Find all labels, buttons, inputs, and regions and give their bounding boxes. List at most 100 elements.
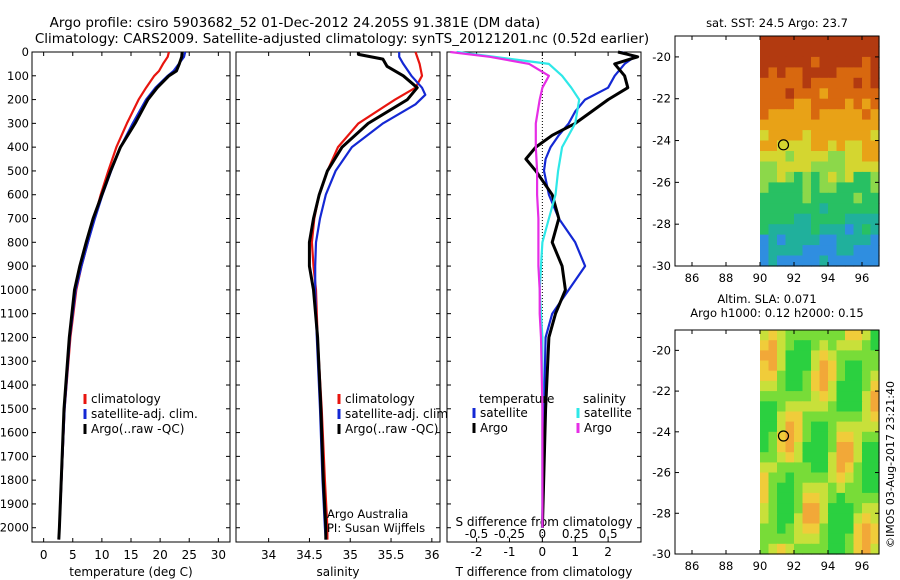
map-cell — [845, 452, 855, 463]
salinity-x-axis-label: salinity — [316, 565, 359, 579]
map-cell — [862, 182, 872, 194]
map-cell — [845, 401, 855, 413]
temperature-legend-label: climatology — [91, 392, 161, 406]
map-cell — [819, 503, 829, 514]
map-cell — [802, 245, 812, 257]
map-cell — [862, 109, 872, 121]
map-cell — [853, 255, 863, 267]
map-cell — [870, 442, 880, 453]
map-cell — [785, 192, 795, 204]
map-cell — [777, 523, 787, 535]
map-field-sst — [760, 36, 880, 267]
map-cell — [819, 360, 829, 372]
map-cell — [794, 203, 804, 215]
map-cell — [845, 411, 855, 423]
map-cell — [760, 109, 770, 121]
map-cell — [777, 503, 787, 514]
map-cell — [760, 67, 770, 79]
map-cell — [853, 56, 863, 68]
map-cell — [785, 421, 795, 433]
map-cell — [870, 245, 880, 257]
map-cell — [862, 370, 872, 382]
map-cell — [836, 503, 846, 514]
map-cell — [853, 203, 863, 215]
map-cell — [828, 401, 838, 413]
map-y-tick-label: -24 — [652, 134, 671, 148]
map-cell — [870, 513, 880, 525]
map-cell — [768, 192, 778, 204]
tdiff-x-tick-label: 1 — [571, 545, 579, 559]
map-cell — [802, 421, 812, 433]
map-cell — [802, 224, 812, 236]
diff-temperature-legend-label: satellite — [480, 406, 528, 420]
map-cell — [760, 360, 770, 372]
map-cell — [768, 213, 778, 225]
map-cell — [870, 503, 880, 514]
depth-tick-label: 0 — [22, 45, 29, 59]
map-cell — [828, 203, 838, 215]
map-cell — [811, 109, 821, 121]
map-cell — [853, 77, 863, 89]
map-cell — [853, 98, 863, 110]
map-cell — [819, 56, 829, 68]
map-cell — [819, 171, 829, 183]
map-cell — [768, 370, 778, 382]
map-cell — [819, 513, 829, 525]
map-cell — [870, 462, 880, 474]
temperature-x-tick-label: 5 — [69, 548, 77, 562]
map-cell — [794, 350, 804, 362]
map-cell — [853, 151, 863, 163]
map-cell — [785, 36, 795, 48]
map-cell — [836, 391, 846, 402]
map-cell — [785, 77, 795, 89]
map-cell — [819, 88, 829, 100]
map-cell — [828, 350, 838, 362]
map-cell — [768, 109, 778, 121]
map-cell — [819, 151, 829, 163]
map-cell — [862, 161, 872, 173]
map-cell — [760, 513, 770, 525]
map-cell — [862, 119, 872, 131]
map-x-tick-label: 92 — [787, 271, 802, 285]
map-cell — [836, 140, 846, 152]
map-cell — [777, 98, 787, 110]
map-cell — [853, 140, 863, 152]
map-cell — [811, 513, 821, 525]
map-cell — [777, 462, 787, 474]
map-cell — [760, 151, 770, 163]
map-field-sla — [760, 330, 880, 555]
map-cell — [836, 67, 846, 79]
map-cell — [794, 431, 804, 443]
map-cell — [794, 391, 804, 402]
map-cell — [785, 492, 795, 504]
map-cell — [845, 151, 855, 163]
map-cell — [802, 411, 812, 423]
map-cell — [802, 234, 812, 246]
map-cell — [811, 401, 821, 413]
map-cell — [828, 255, 838, 267]
map-cell — [760, 380, 770, 392]
map-cell — [785, 245, 795, 257]
map-y-tick-label: -30 — [652, 547, 671, 561]
temperature-x-axis-label: temperature (deg C) — [69, 565, 192, 579]
map-cell — [862, 452, 872, 463]
map-cell — [862, 171, 872, 183]
map-cell — [785, 513, 795, 525]
map-cell — [870, 109, 880, 121]
tdiff-x-axis-label: T difference from climatology — [455, 565, 633, 579]
map-cell — [777, 370, 787, 382]
map-x-tick-label: 88 — [719, 271, 734, 285]
map-cell — [828, 77, 838, 89]
map-cell — [828, 452, 838, 463]
map-cell — [777, 411, 787, 423]
map-cell — [760, 77, 770, 89]
map-cell — [845, 98, 855, 110]
map-cell — [811, 224, 821, 236]
map-cell — [802, 98, 812, 110]
map-cell — [811, 130, 821, 142]
map-cell — [819, 213, 829, 225]
map-cell — [768, 234, 778, 246]
depth-tick-label: 600 — [7, 188, 29, 202]
map-cell — [870, 234, 880, 246]
depth-tick-label: 800 — [7, 235, 29, 249]
